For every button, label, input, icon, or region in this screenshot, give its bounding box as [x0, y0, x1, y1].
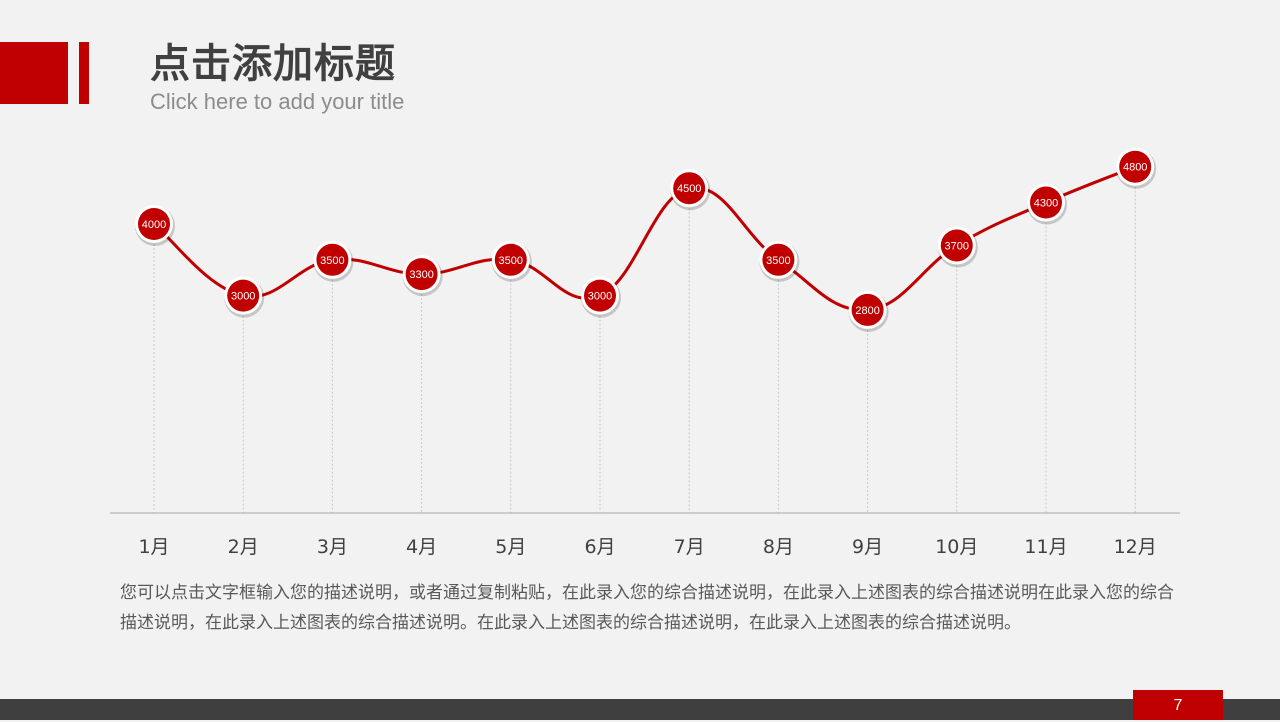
line-chart: 4000 3000 3500 3300 3500 3000 4500 3500 2800 3700… [110, 147, 1180, 558]
data-label: 3500 [766, 255, 790, 267]
data-point-marker [316, 243, 349, 276]
x-tick-labels: 1月 2月 3月 4月 5月 6月 7月 8月 9月 10月 11月 12月 [138, 536, 1156, 558]
x-tick-label: 6月 [584, 536, 615, 558]
data-label: 3500 [320, 255, 344, 267]
data-point-marker [1119, 150, 1152, 183]
data-point: 4000 [135, 205, 175, 246]
data-label: 4500 [677, 183, 701, 195]
data-point: 3700 [937, 226, 978, 268]
data-point: 3500 [491, 240, 532, 282]
data-point: 3500 [759, 240, 800, 282]
x-tick-label: 12月 [1114, 536, 1157, 558]
title-accent-block [0, 42, 68, 104]
data-point: 4800 [1116, 147, 1157, 189]
page-number: 7 [1133, 690, 1223, 720]
data-point: 3300 [402, 255, 443, 297]
x-tick-label: 7月 [674, 536, 705, 558]
data-label: 3300 [409, 269, 433, 281]
x-tick-label: 1月 [138, 536, 169, 558]
x-tick-label: 10月 [935, 536, 978, 558]
slide-subtitle[interactable]: Click here to add your title [150, 89, 405, 114]
footer-bar [0, 699, 1280, 720]
data-point: 4500 [670, 169, 711, 211]
data-point: 3500 [313, 240, 354, 282]
data-point-marker [405, 258, 438, 291]
data-label: 4000 [142, 219, 166, 231]
data-point: 3000 [581, 276, 621, 318]
x-tick-label: 2月 [228, 536, 259, 558]
data-label: 3000 [231, 291, 255, 303]
data-point-marker [494, 243, 527, 276]
data-point-marker [138, 208, 170, 240]
data-label: 2800 [855, 305, 879, 317]
x-tick-label: 5月 [495, 536, 526, 558]
drop-lines [153, 166, 1136, 513]
data-point-marker [584, 279, 616, 312]
x-tick-label: 8月 [763, 536, 794, 558]
data-point-marker [851, 293, 884, 326]
data-point: 2800 [848, 290, 889, 332]
data-point: 4300 [1027, 183, 1067, 225]
x-tick-label: 3月 [317, 536, 348, 558]
data-label: 4800 [1123, 162, 1147, 174]
data-label: 3700 [945, 240, 969, 252]
series-line [153, 165, 1136, 312]
data-point: 3000 [224, 276, 265, 318]
x-tick-label: 11月 [1024, 536, 1067, 558]
data-point-marker [673, 172, 706, 205]
data-label: 4300 [1034, 198, 1058, 210]
data-label: 3500 [499, 255, 523, 267]
data-point-marker [227, 279, 260, 312]
slide-title[interactable]: 点击添加标题 [150, 41, 396, 87]
x-tick-label: 9月 [852, 536, 883, 558]
data-point-marker [762, 243, 795, 276]
data-points: 4000 3000 3500 3300 3500 3000 4500 3500 2800 3700… [135, 147, 1157, 332]
data-point-marker [1030, 186, 1062, 219]
data-point-marker [940, 229, 973, 262]
x-tick-label: 4月 [406, 536, 437, 558]
description-text[interactable]: 您可以点击文字框输入您的描述说明，或者通过复制粘贴，在此录入您的综合描述说明，在… [120, 583, 1174, 633]
data-label: 3000 [588, 291, 612, 303]
title-accent-bar [79, 42, 89, 104]
